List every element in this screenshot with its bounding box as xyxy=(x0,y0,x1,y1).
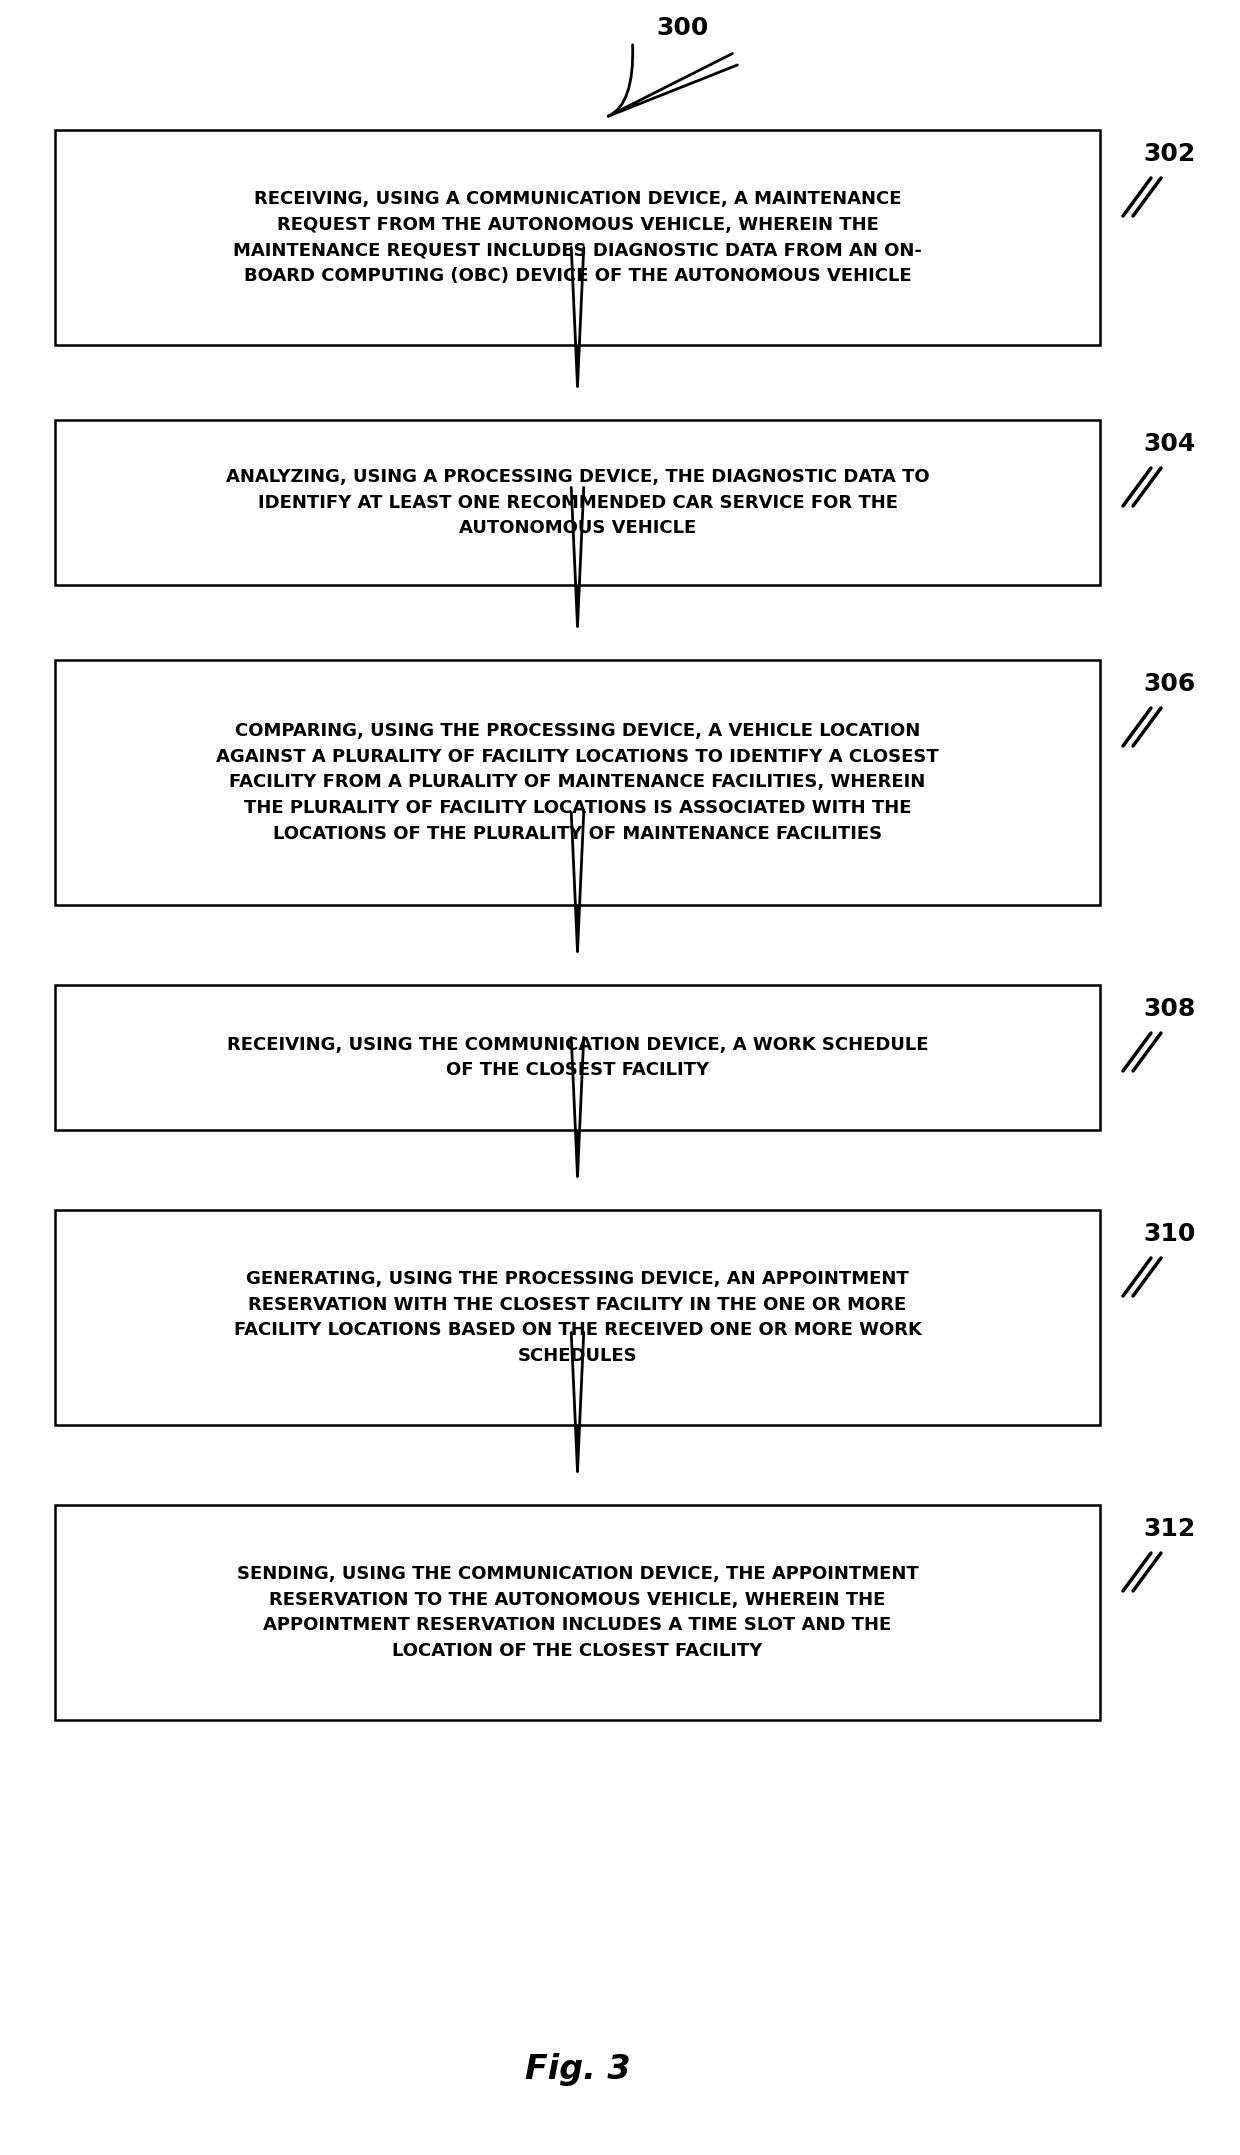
Text: 308: 308 xyxy=(1143,998,1195,1021)
Bar xyxy=(55,985,1100,1129)
Text: GENERATING, USING THE PROCESSING DEVICE, AN APPOINTMENT
RESERVATION WITH THE CLO: GENERATING, USING THE PROCESSING DEVICE,… xyxy=(233,1269,921,1364)
Text: 304: 304 xyxy=(1143,431,1195,457)
Bar xyxy=(55,1209,1100,1424)
Bar xyxy=(55,129,1100,345)
Text: COMPARING, USING THE PROCESSING DEVICE, A VEHICLE LOCATION
AGAINST A PLURALITY O: COMPARING, USING THE PROCESSING DEVICE, … xyxy=(216,722,939,843)
Text: 306: 306 xyxy=(1143,672,1195,696)
Text: 300: 300 xyxy=(656,15,709,41)
Text: Fig. 3: Fig. 3 xyxy=(525,2054,630,2086)
Text: ANALYZING, USING A PROCESSING DEVICE, THE DIAGNOSTIC DATA TO
IDENTIFY AT LEAST O: ANALYZING, USING A PROCESSING DEVICE, TH… xyxy=(226,468,929,537)
Text: SENDING, USING THE COMMUNICATION DEVICE, THE APPOINTMENT
RESERVATION TO THE AUTO: SENDING, USING THE COMMUNICATION DEVICE,… xyxy=(237,1565,919,1659)
Text: 302: 302 xyxy=(1143,142,1195,166)
Text: 312: 312 xyxy=(1143,1517,1195,1541)
Text: RECEIVING, USING A COMMUNICATION DEVICE, A MAINTENANCE
REQUEST FROM THE AUTONOMO: RECEIVING, USING A COMMUNICATION DEVICE,… xyxy=(233,190,921,284)
Text: 310: 310 xyxy=(1143,1222,1195,1246)
Text: RECEIVING, USING THE COMMUNICATION DEVICE, A WORK SCHEDULE
OF THE CLOSEST FACILI: RECEIVING, USING THE COMMUNICATION DEVIC… xyxy=(227,1037,929,1080)
Bar xyxy=(55,659,1100,905)
Bar xyxy=(55,420,1100,584)
Bar xyxy=(55,1504,1100,1720)
